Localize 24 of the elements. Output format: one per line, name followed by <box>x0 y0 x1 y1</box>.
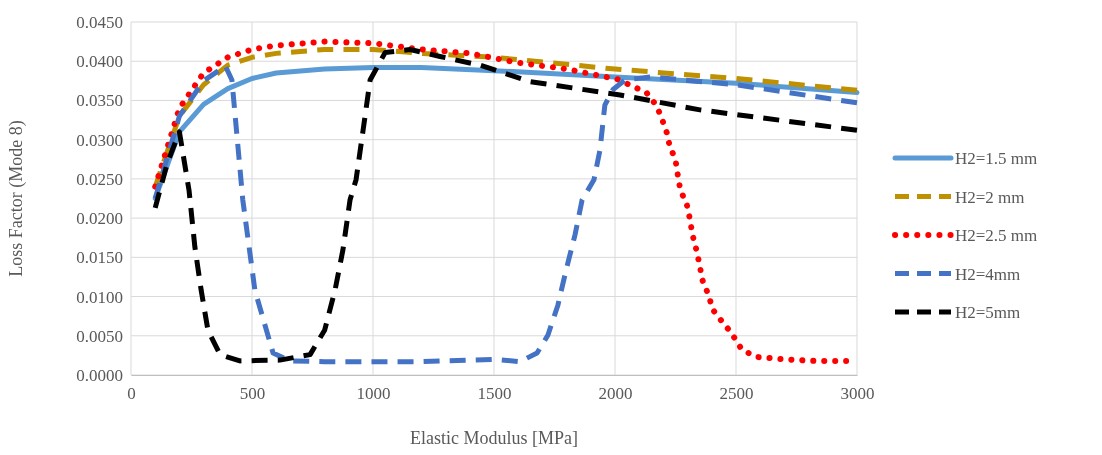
y-tick-label: 0.0150 <box>76 248 123 268</box>
y-tick-label: 0.0000 <box>76 365 123 385</box>
y-tick-label: 0.0400 <box>76 52 123 72</box>
x-tick-label: 3000 <box>840 384 875 404</box>
x-tick-label: 2000 <box>598 384 633 404</box>
y-tick-label: 0.0300 <box>76 130 123 150</box>
x-axis-title: Elastic Modulus [MPa] <box>410 428 578 448</box>
y-tick-label: 0.0200 <box>76 209 123 229</box>
x-tick-label: 500 <box>239 384 266 404</box>
legend-label: H2=2 mm <box>955 187 1025 207</box>
legend-label: H2=4mm <box>955 264 1021 284</box>
y-tick-label: 0.0100 <box>76 287 123 307</box>
y-tick-label: 0.0050 <box>76 326 123 346</box>
legend-label: H2=5mm <box>955 303 1021 322</box>
y-axis-title: Loss Factor (Mode 8) <box>6 120 27 277</box>
x-tick-label: 1000 <box>356 384 391 404</box>
legend-label: H2=2.5 mm <box>955 226 1038 245</box>
y-tick-label: 0.0350 <box>76 91 123 111</box>
legend-label: H2=1.5 mm <box>955 149 1038 168</box>
y-tick-label: 0.0250 <box>76 169 123 189</box>
x-tick-label: 0 <box>127 384 136 404</box>
y-tick-label: 0.0450 <box>76 12 123 32</box>
x-tick-label: 2500 <box>719 384 754 404</box>
x-tick-label: 1500 <box>477 384 512 404</box>
